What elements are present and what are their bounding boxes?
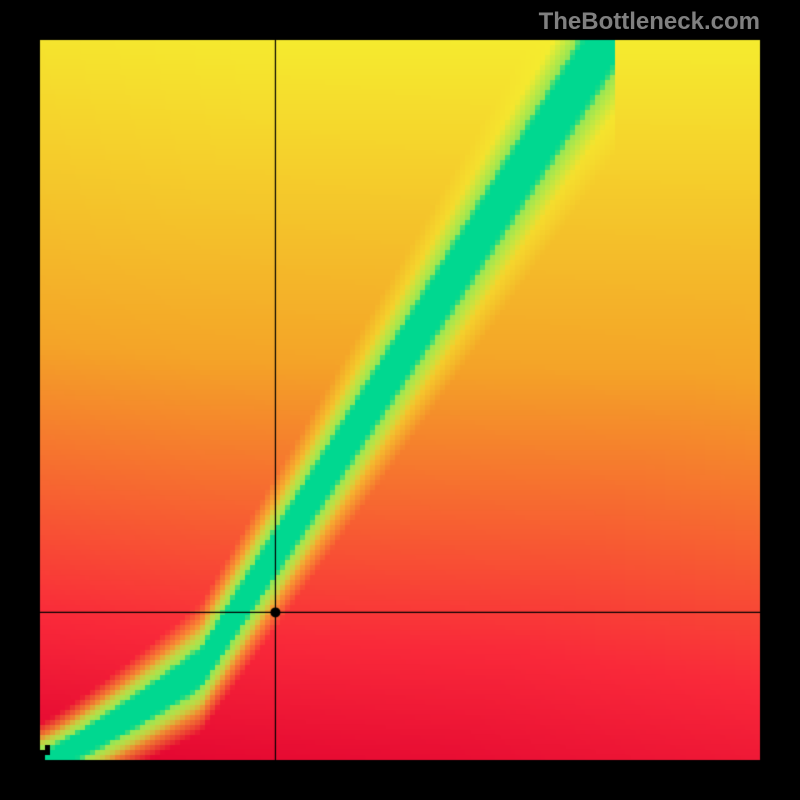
- chart-container: TheBottleneck.com: [0, 0, 800, 800]
- watermark-text: TheBottleneck.com: [539, 8, 760, 36]
- bottleneck-heatmap: [0, 0, 800, 800]
